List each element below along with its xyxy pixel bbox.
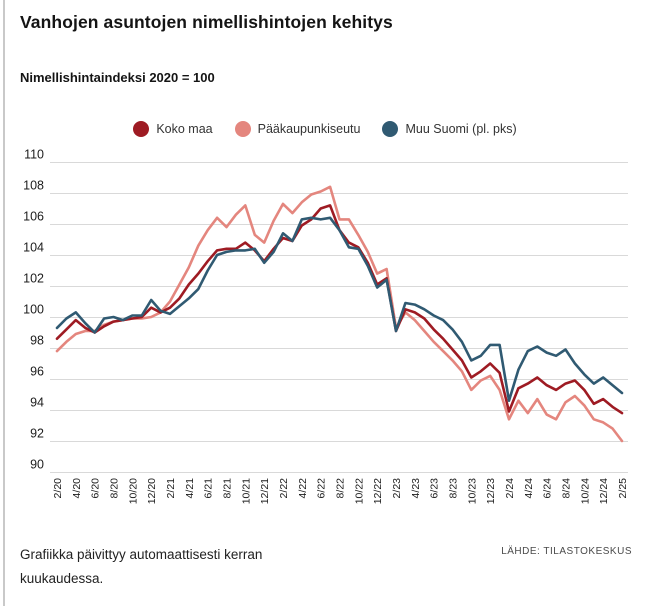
svg-text:4/24: 4/24: [523, 478, 535, 499]
legend-dot-icon: [234, 121, 251, 137]
svg-text:92: 92: [30, 427, 44, 441]
legend-item-muu-suomi[interactable]: Muu Suomi (pl. pks): [382, 121, 517, 137]
svg-text:8/21: 8/21: [222, 478, 234, 499]
svg-text:4/21: 4/21: [184, 478, 196, 499]
legend: Koko maa Pääkaupunkiseutu Muu Suomi (pl.…: [0, 121, 650, 137]
legend-label: Muu Suomi (pl. pks): [405, 122, 517, 136]
x-axis-labels: 2/20 4/20 6/20 8/20 10/20 12/20 2/21 4/21 6/21 8/…: [52, 478, 629, 504]
price-chart[interactable]: 90 92 94 96 98 100 102 104 106 108 110 2/20 4/20 6/20…: [0, 0, 650, 535]
svg-text:98: 98: [30, 334, 44, 348]
svg-text:2/25: 2/25: [617, 478, 629, 499]
svg-text:2/24: 2/24: [504, 478, 516, 499]
footer-note-line2: kuukaudessa.: [20, 571, 104, 586]
svg-text:106: 106: [23, 210, 44, 224]
legend-label: Pääkaupunkiseutu: [257, 122, 361, 136]
svg-text:104: 104: [23, 241, 44, 255]
svg-text:108: 108: [23, 179, 44, 193]
legend-dot-icon: [133, 121, 150, 137]
svg-text:90: 90: [30, 458, 44, 472]
svg-text:12/20: 12/20: [146, 478, 158, 504]
legend-dot-icon: [382, 121, 399, 137]
svg-text:2/22: 2/22: [278, 478, 290, 499]
svg-text:10/20: 10/20: [127, 478, 139, 504]
svg-text:12/23: 12/23: [485, 478, 497, 504]
svg-text:6/24: 6/24: [542, 478, 554, 499]
svg-text:96: 96: [30, 365, 44, 379]
page-subtitle: Nimellishintaindeksi 2020 = 100: [20, 70, 215, 85]
svg-text:2/21: 2/21: [165, 478, 177, 499]
footer-note-line1: Grafiikka päivittyy automaattisesti kerr…: [20, 547, 263, 562]
svg-text:8/22: 8/22: [335, 478, 347, 499]
y-grid-and-labels: 90 92 94 96 98 100 102 104 106 108 110: [23, 148, 628, 473]
svg-text:2/23: 2/23: [391, 478, 403, 499]
svg-text:10/24: 10/24: [579, 478, 591, 504]
svg-text:8/23: 8/23: [448, 478, 460, 499]
svg-text:100: 100: [23, 303, 44, 317]
svg-text:12/24: 12/24: [598, 478, 610, 504]
svg-text:8/24: 8/24: [561, 478, 573, 499]
series-line-muu-suomi-pl-pks: [55, 216, 624, 403]
svg-text:102: 102: [23, 272, 44, 286]
svg-text:94: 94: [30, 396, 44, 410]
svg-text:6/22: 6/22: [316, 478, 328, 499]
page-title: Vanhojen asuntojen nimellishintojen kehi…: [20, 12, 393, 32]
svg-text:8/20: 8/20: [109, 478, 121, 499]
svg-text:12/22: 12/22: [372, 478, 384, 504]
svg-text:10/21: 10/21: [240, 478, 252, 504]
legend-label: Koko maa: [156, 122, 213, 136]
svg-text:10/23: 10/23: [466, 478, 478, 504]
legend-item-paakaupunkiseutu[interactable]: Pääkaupunkiseutu: [234, 121, 361, 137]
svg-text:4/23: 4/23: [410, 478, 422, 499]
svg-text:6/20: 6/20: [90, 478, 102, 499]
svg-text:6/21: 6/21: [203, 478, 215, 499]
svg-text:12/21: 12/21: [259, 478, 271, 504]
series-line-koko-maa: [55, 204, 624, 415]
svg-text:4/22: 4/22: [297, 478, 309, 499]
svg-text:110: 110: [24, 148, 44, 162]
series-line-p-kaupunkiseutu: [55, 185, 624, 443]
svg-text:10/22: 10/22: [353, 478, 365, 504]
svg-text:4/20: 4/20: [71, 478, 83, 499]
source-note: LÄHDE: TILASTOKESKUS: [501, 546, 632, 557]
legend-item-koko-maa[interactable]: Koko maa: [133, 121, 213, 137]
left-border: [3, 0, 5, 606]
svg-text:6/23: 6/23: [429, 478, 441, 499]
svg-text:2/20: 2/20: [52, 478, 64, 499]
